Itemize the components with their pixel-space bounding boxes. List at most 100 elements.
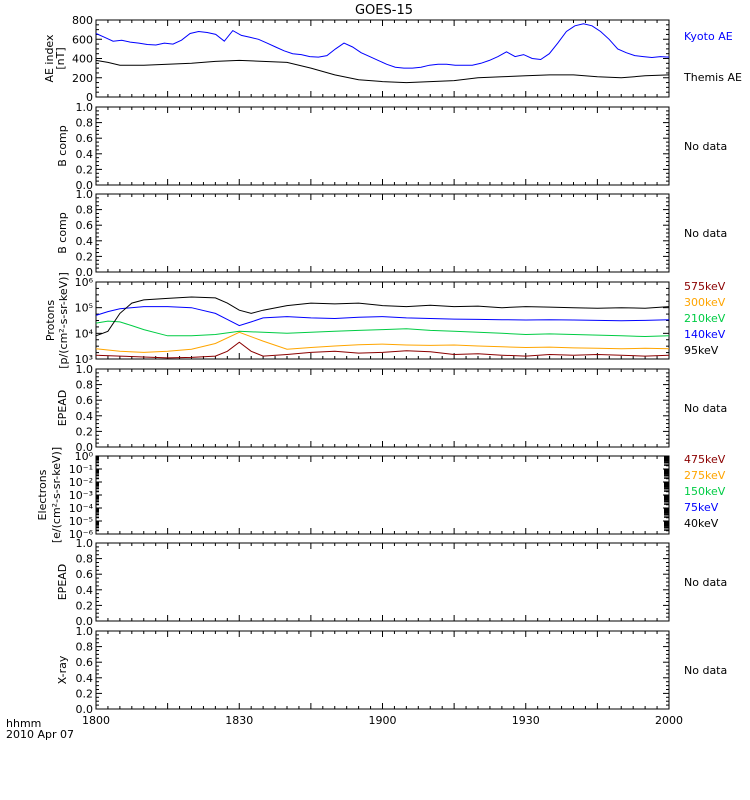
ae-frame bbox=[95, 19, 670, 98]
electrons-y-tick-label: 10⁻² bbox=[69, 476, 93, 489]
xray-y-tick-label: 1.0 bbox=[76, 625, 94, 638]
b1-y-tick-label: 0.4 bbox=[76, 148, 94, 161]
legend-electrons-150keV: 150keV bbox=[684, 485, 726, 498]
x-tick-label: 1830 bbox=[225, 714, 253, 727]
themis-ae-line bbox=[95, 59, 670, 84]
kyoto-ae-line bbox=[95, 23, 670, 69]
protons-y-label: [p/(cm²-s-sr-keV)] bbox=[57, 272, 70, 369]
protons-300keV-line bbox=[95, 331, 670, 353]
xray-y-tick-label: 0.6 bbox=[76, 656, 94, 669]
b1-y-label: B comp bbox=[56, 125, 69, 167]
protons-140keV-line bbox=[95, 306, 670, 327]
ae-y-tick-label: 200 bbox=[72, 72, 93, 85]
legend-electrons-275keV: 275keV bbox=[684, 469, 726, 482]
electrons-y-tick-label: 10⁻⁵ bbox=[69, 515, 93, 528]
electrons-y-tick-label: 10⁻³ bbox=[69, 489, 93, 502]
ae-y-tick-label: 0 bbox=[86, 91, 93, 104]
b2-y-tick-label: 0.8 bbox=[76, 204, 94, 217]
epead2-y-label: EPEAD bbox=[56, 564, 69, 601]
protons-95keV-line bbox=[95, 296, 670, 337]
electrons-y-label: [e/(cm²-s-sr-keV)] bbox=[50, 447, 63, 543]
protons-y-tick-label: 10³ bbox=[75, 353, 93, 366]
figure-title: GOES-15 bbox=[355, 3, 413, 18]
b2-y-tick-label: 0.6 bbox=[76, 219, 94, 232]
legend-protons-575keV: 575keV bbox=[684, 280, 726, 293]
b1-y-tick-label: 0.6 bbox=[76, 132, 94, 145]
xray-panel: 0.0 0.2 0.4 0.6 0.8 1.0 X-ray No data bbox=[56, 625, 727, 716]
protons-y-tick-label: 10⁶ bbox=[75, 276, 94, 289]
ae-y-label: AE index bbox=[43, 34, 56, 83]
epead1-y-tick-label: 0.0 bbox=[76, 441, 94, 454]
protons-panel: 10³ 10⁴ 10⁵ 10⁶ Protons [p/(cm²-s-sr-keV)] 575… bbox=[44, 272, 726, 369]
b2-y-tick-label: 0.4 bbox=[76, 235, 94, 248]
electrons-y-tick-label: 10⁻⁶ bbox=[69, 528, 94, 541]
electrons-y-tick-label: 10⁰ bbox=[75, 450, 94, 463]
b2-y-label: B comp bbox=[56, 212, 69, 254]
legend-themis-ae: Themis AE bbox=[683, 71, 742, 84]
xray-y-label: X-ray bbox=[56, 655, 69, 684]
x-tick-label: 1930 bbox=[512, 714, 540, 727]
b-comp-panel-2: 0.0 0.2 0.4 0.6 0.8 1.0 B comp No data bbox=[56, 188, 727, 279]
b2-frame bbox=[95, 193, 670, 273]
b1-status: No data bbox=[684, 140, 727, 153]
ae-index-panel: 0 200 400 600 800 AE index[nT] Kyoto AE Themis … bbox=[43, 14, 742, 104]
x-tick-label: 1900 bbox=[369, 714, 397, 727]
b1-y-tick-label: 0.0 bbox=[76, 179, 94, 192]
b2-status: No data bbox=[684, 227, 727, 240]
xray-status: No data bbox=[684, 664, 727, 677]
protons-y-tick-label: 10⁵ bbox=[75, 302, 93, 315]
b1-y-tick-label: 1.0 bbox=[76, 101, 94, 114]
b2-y-tick-label: 1.0 bbox=[76, 188, 94, 201]
x-axis-label-format: hhmm bbox=[6, 717, 41, 730]
epead-panel-2: 0.0 0.2 0.4 0.6 0.8 1.0 EPEAD No data bbox=[56, 537, 727, 628]
legend-protons-300keV: 300keV bbox=[684, 296, 726, 309]
x-axis-label-date: 2010 Apr 07 bbox=[6, 728, 74, 741]
epead1-y-tick-label: 1.0 bbox=[76, 363, 94, 376]
b2-y-tick-label: 0.2 bbox=[76, 250, 94, 263]
b1-frame bbox=[95, 106, 670, 186]
xray-frame bbox=[95, 630, 670, 710]
legend-protons-95keV: 95keV bbox=[684, 344, 719, 357]
epead2-frame bbox=[95, 542, 670, 622]
xray-y-tick-label: 0.4 bbox=[76, 672, 94, 685]
electrons-y-label: Electrons bbox=[36, 469, 49, 520]
b1-y-tick-label: 0.8 bbox=[76, 117, 94, 130]
epead2-y-tick-label: 0.2 bbox=[76, 599, 94, 612]
ae-y-tick-label: 400 bbox=[72, 53, 93, 66]
epead1-frame bbox=[95, 368, 670, 448]
xray-y-tick-label: 0.8 bbox=[76, 641, 94, 654]
legend-electrons-75keV: 75keV bbox=[684, 501, 719, 514]
protons-y-tick-label: 10⁴ bbox=[75, 327, 94, 340]
epead1-y-label: EPEAD bbox=[56, 390, 69, 427]
b-comp-panel-1: 0.0 0.2 0.4 0.6 0.8 1.0 B comp No data bbox=[56, 101, 727, 192]
b2-y-tick-label: 0.0 bbox=[76, 266, 94, 279]
epead1-status: No data bbox=[684, 402, 727, 415]
protons-y-label: Protons bbox=[44, 300, 57, 341]
ae-y-label: [nT] bbox=[54, 47, 67, 69]
epead2-y-tick-label: 1.0 bbox=[76, 537, 94, 550]
legend-electrons-40keV: 40keV bbox=[684, 517, 719, 530]
electrons-y-tick-label: 10⁻¹ bbox=[69, 463, 93, 476]
epead1-y-tick-label: 0.4 bbox=[76, 410, 94, 423]
legend-kyoto-ae: Kyoto AE bbox=[684, 30, 733, 43]
b1-y-tick-label: 0.2 bbox=[76, 163, 94, 176]
epead1-y-tick-label: 0.8 bbox=[76, 379, 94, 392]
epead1-y-tick-label: 0.2 bbox=[76, 425, 94, 438]
epead2-y-tick-label: 0.4 bbox=[76, 584, 94, 597]
epead2-y-tick-label: 0.8 bbox=[76, 553, 94, 566]
legend-protons-210keV: 210keV bbox=[684, 312, 726, 325]
electrons-y-tick-label: 10⁻⁴ bbox=[69, 502, 94, 515]
epead1-y-tick-label: 0.6 bbox=[76, 394, 94, 407]
epead2-status: No data bbox=[684, 576, 727, 589]
xray-y-tick-label: 0.2 bbox=[76, 687, 94, 700]
legend-protons-140keV: 140keV bbox=[684, 328, 726, 341]
electrons-frame bbox=[95, 455, 670, 535]
x-tick-label: 2000 bbox=[655, 714, 683, 727]
epead2-y-tick-label: 0.6 bbox=[76, 568, 94, 581]
legend-electrons-475keV: 475keV bbox=[684, 453, 726, 466]
x-tick-label: 1800 bbox=[82, 714, 110, 727]
protons-575keV-line bbox=[95, 341, 670, 359]
